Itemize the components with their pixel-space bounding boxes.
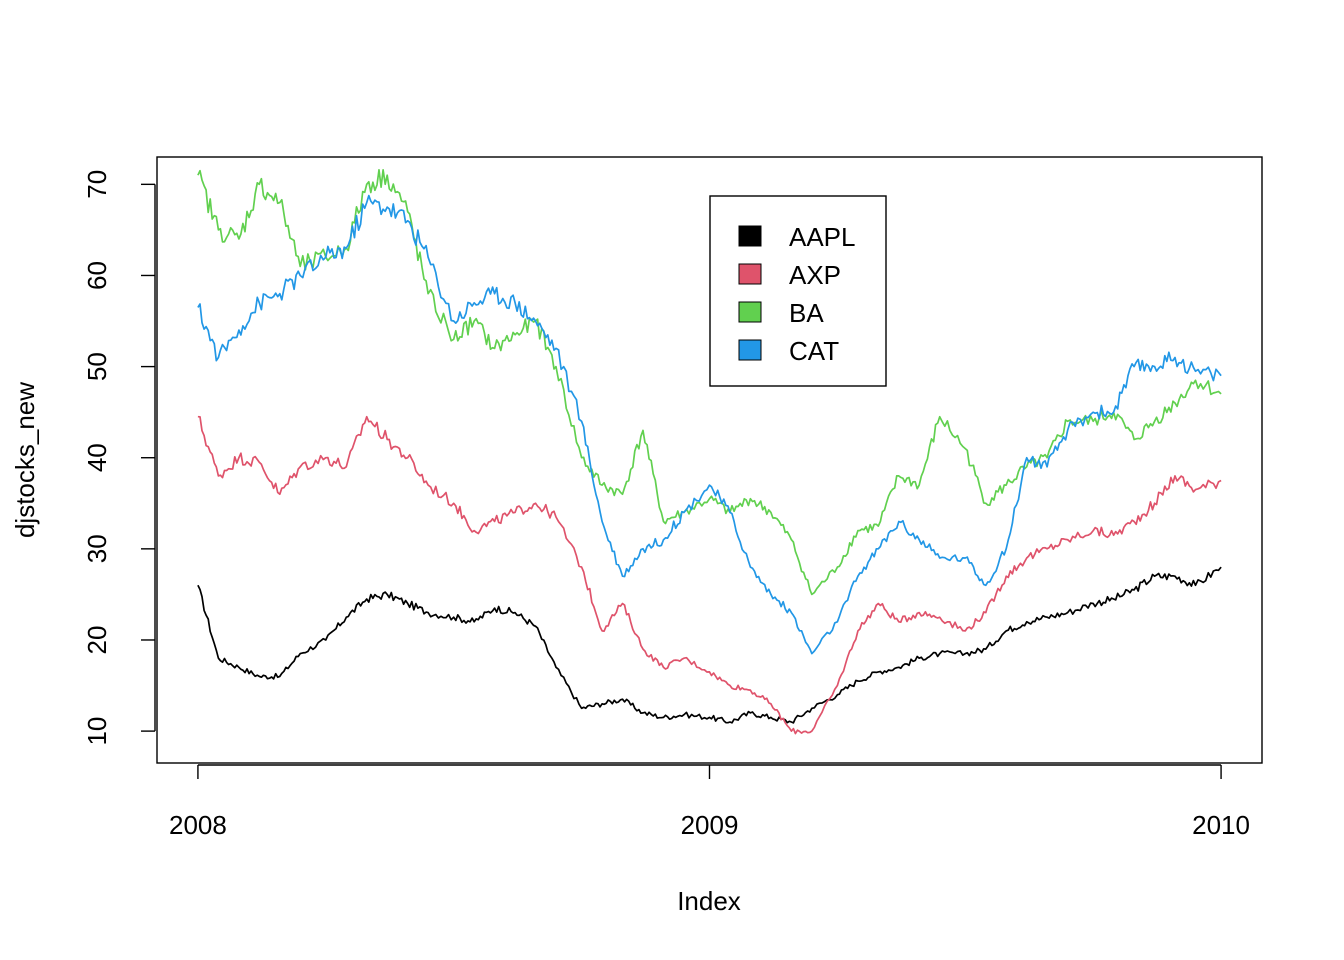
y-tick-label: 10 xyxy=(82,717,112,746)
series-layer xyxy=(197,168,1222,735)
legend-label-axp: AXP xyxy=(789,260,841,290)
legend-swatch-cat xyxy=(738,339,762,361)
x-axis-label: Index xyxy=(677,886,741,916)
y-tick-label: 40 xyxy=(82,443,112,472)
legend-label-cat: CAT xyxy=(789,336,839,366)
x-tick-label: 2009 xyxy=(681,810,739,840)
series-line-cat xyxy=(197,194,1222,655)
legend: AAPL AXP BA CAT xyxy=(709,195,887,387)
y-tick-label: 70 xyxy=(82,170,112,199)
x-tick-label: 2010 xyxy=(1192,810,1250,840)
y-tick-label: 50 xyxy=(82,352,112,381)
series-line-ba xyxy=(197,168,1222,596)
legend-label-aapl: AAPL xyxy=(789,222,856,252)
series-line-aapl xyxy=(197,566,1222,724)
y-axis-label: djstocks_new xyxy=(10,382,40,538)
legend-label-ba: BA xyxy=(789,298,824,328)
x-tick-label: 2008 xyxy=(169,810,227,840)
y-tick-label: 20 xyxy=(82,626,112,655)
legend-swatch-ba xyxy=(738,301,762,323)
legend-swatch-axp xyxy=(738,263,762,285)
x-axis: 2008 2009 2010 xyxy=(169,764,1250,840)
y-axis: 10 20 30 40 50 60 70 xyxy=(82,170,156,746)
y-tick-label: 30 xyxy=(82,534,112,563)
plot-frame xyxy=(156,156,1263,764)
y-tick-label: 60 xyxy=(82,261,112,290)
series-line-axp xyxy=(197,415,1222,735)
legend-swatch-aapl xyxy=(738,225,762,247)
